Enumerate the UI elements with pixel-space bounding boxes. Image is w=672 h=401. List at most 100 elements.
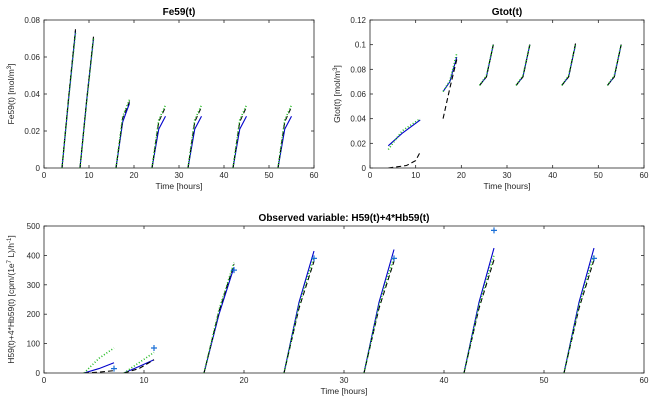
y-tick-label: 0.02 bbox=[24, 127, 40, 136]
y-tick-label: 0.08 bbox=[350, 65, 366, 74]
series-3-segment-6 bbox=[606, 44, 622, 86]
axes-box bbox=[43, 19, 315, 169]
series-1-segment-2 bbox=[123, 359, 155, 373]
series-3-segment-5 bbox=[187, 104, 203, 168]
y-tick-label: 0.06 bbox=[350, 90, 366, 99]
y-tick-label: 300 bbox=[27, 281, 41, 290]
y-axis-label: Fe59(t) [mol/m3] bbox=[6, 64, 16, 125]
y-tick-label: 0.02 bbox=[350, 139, 366, 148]
series-3-segment-4 bbox=[283, 256, 315, 373]
y-tick-label: 0.08 bbox=[24, 16, 40, 25]
series-3-segment-1 bbox=[83, 347, 115, 373]
y-tick-label: 0 bbox=[362, 164, 367, 173]
y-tick-label: 200 bbox=[27, 310, 41, 319]
series-2-segment-2 bbox=[123, 359, 155, 373]
x-tick-label: 10 bbox=[85, 171, 94, 180]
series-1-segment-4 bbox=[151, 115, 166, 168]
y-tick-label: 0.1 bbox=[355, 41, 367, 50]
panel-1: Fe59(t) 0 10 20 30 40 50 60 0 0.02 0.04 0.06 0.08 Tim… bbox=[6, 7, 319, 191]
series-3-segment-4 bbox=[151, 104, 167, 168]
observed-marker bbox=[311, 255, 317, 262]
series-1-segment-5 bbox=[187, 115, 202, 168]
series-2-segment-1 bbox=[83, 370, 115, 373]
panel-title: Observed variable: H59(t)+4*Hb59(t) bbox=[259, 213, 430, 224]
series-2-segment-5 bbox=[561, 43, 577, 86]
x-tick-label: 0 bbox=[42, 376, 47, 385]
series-3-segment-7 bbox=[563, 255, 595, 373]
series-1-segment-1 bbox=[387, 119, 421, 147]
series-1-segment-5 bbox=[561, 44, 577, 86]
series-1-segment-4 bbox=[515, 44, 531, 86]
series-3-segment-2 bbox=[123, 351, 155, 373]
series-2-segment-2 bbox=[442, 59, 458, 119]
panel-2: Gtot(t) 0 10 20 30 40 50 60 0 0.02 0.04 0.06 0.08 0.1… bbox=[332, 7, 649, 191]
panel-3: Observed variable: H59(t)+4*Hb59(t) 0 10 20… bbox=[6, 213, 649, 396]
y-tick-label: 0 bbox=[36, 369, 41, 378]
x-axis-label: Time [hours] bbox=[156, 181, 203, 191]
series-3-segment-5 bbox=[561, 44, 577, 86]
y-axis-label: Gtot(t) [mol/m3] bbox=[332, 65, 342, 123]
series-3-segment-6 bbox=[463, 255, 495, 373]
axes-box bbox=[369, 19, 645, 169]
series-3-segment-1 bbox=[61, 32, 77, 168]
x-tick-label: 50 bbox=[265, 171, 274, 180]
series-2-segment-6 bbox=[607, 44, 622, 86]
series-2-segment-1 bbox=[388, 151, 421, 168]
x-tick-label: 50 bbox=[540, 376, 549, 385]
x-tick-label: 50 bbox=[594, 171, 603, 180]
series-3-segment-4 bbox=[515, 44, 531, 86]
x-axis-label: Time [hours] bbox=[484, 181, 531, 191]
series-2-segment-6 bbox=[463, 259, 495, 373]
series-2-segment-4 bbox=[283, 261, 315, 373]
observed-marker bbox=[231, 267, 237, 274]
x-tick-label: 30 bbox=[340, 376, 349, 385]
y-tick-label: 0.06 bbox=[24, 53, 40, 62]
series-1-segment-1 bbox=[83, 362, 115, 373]
axes-box bbox=[43, 225, 645, 374]
x-tick-label: 60 bbox=[310, 171, 319, 180]
panel-title: Fe59(t) bbox=[163, 7, 196, 18]
x-tick-label: 0 bbox=[42, 171, 47, 180]
y-tick-label: 400 bbox=[27, 251, 41, 260]
series-3-segment-7 bbox=[277, 104, 293, 168]
y-axis-label: H59(t)+4*Hb59(t) [cpm/(1e7 L)/h-1] bbox=[6, 235, 16, 363]
x-tick-label: 40 bbox=[220, 171, 229, 180]
series-3-segment-6 bbox=[232, 104, 248, 168]
y-tick-label: 0.04 bbox=[24, 90, 40, 99]
series-2-segment-4 bbox=[515, 44, 531, 86]
series-1-segment-6 bbox=[232, 115, 247, 168]
series-1-segment-3 bbox=[479, 44, 494, 86]
series-2-segment-2 bbox=[79, 36, 95, 168]
observed-marker bbox=[591, 255, 597, 262]
x-tick-label: 30 bbox=[175, 171, 184, 180]
series-3-segment-3 bbox=[203, 262, 235, 373]
x-tick-label: 10 bbox=[411, 171, 420, 180]
y-tick-label: 0.12 bbox=[350, 16, 366, 25]
series-2-segment-3 bbox=[115, 101, 131, 168]
x-tick-label: 20 bbox=[130, 171, 139, 180]
x-tick-label: 10 bbox=[140, 376, 149, 385]
y-tick-label: 0.04 bbox=[350, 115, 366, 124]
x-tick-label: 20 bbox=[457, 171, 466, 180]
x-tick-label: 20 bbox=[240, 376, 249, 385]
series-2-segment-3 bbox=[479, 44, 494, 86]
y-tick-label: 0 bbox=[36, 164, 41, 173]
series-1-segment-6 bbox=[607, 44, 622, 86]
x-tick-label: 0 bbox=[368, 171, 373, 180]
y-tick-label: 100 bbox=[27, 340, 41, 349]
x-tick-label: 30 bbox=[503, 171, 512, 180]
x-tick-label: 40 bbox=[440, 376, 449, 385]
x-tick-label: 60 bbox=[640, 171, 649, 180]
x-tick-label: 40 bbox=[548, 171, 557, 180]
series-3-segment-2 bbox=[79, 38, 95, 168]
observed-marker bbox=[391, 255, 397, 262]
series-1-segment-7 bbox=[277, 115, 292, 168]
series-1-segment-3 bbox=[203, 266, 235, 373]
observed-marker bbox=[111, 365, 117, 372]
observed-marker bbox=[491, 227, 497, 234]
series-2-segment-7 bbox=[563, 259, 595, 373]
series-3-segment-3 bbox=[478, 44, 495, 86]
series-2-segment-5 bbox=[363, 261, 395, 373]
y-tick-label: 500 bbox=[27, 222, 41, 231]
